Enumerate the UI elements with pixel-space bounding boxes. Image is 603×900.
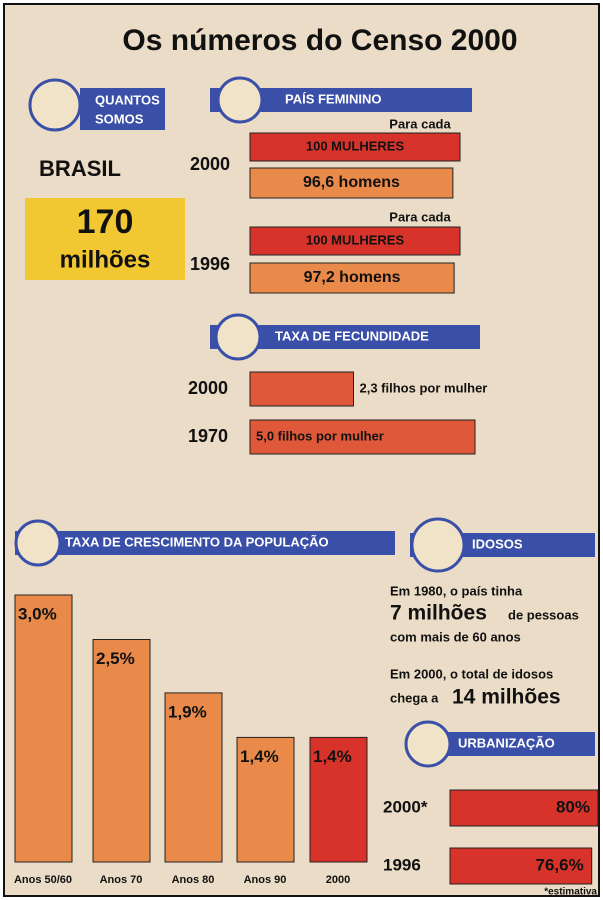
x-tick-label: Anos 70 xyxy=(100,874,143,886)
infographic: Os números do Censo 2000 QUANTOS SOMOS B… xyxy=(0,0,603,900)
text: chega a xyxy=(390,690,439,705)
bar-label: 80% xyxy=(556,797,590,816)
text: Em 1980, o país tinha xyxy=(390,583,523,598)
heading: QUANTOS xyxy=(95,92,160,107)
title: Os números do Censo 2000 xyxy=(122,24,517,57)
heading: PAÍS FEMININO xyxy=(285,91,382,106)
bar xyxy=(250,372,354,406)
bar-label: 2,3 filhos por mulher xyxy=(360,380,488,395)
icon xyxy=(16,521,60,565)
year: 1996 xyxy=(190,254,230,274)
text: Em 2000, o total de idosos xyxy=(390,666,553,681)
year: 1970 xyxy=(188,426,228,446)
country: BRASIL xyxy=(39,156,121,181)
text-big: 14 milhões xyxy=(452,686,561,709)
year: 2000 xyxy=(188,378,228,398)
icon xyxy=(406,722,450,766)
population-unit: milhões xyxy=(60,246,151,273)
bar xyxy=(15,595,72,862)
per-each: Para cada xyxy=(389,116,451,131)
bar-label: 5,0 filhos por mulher xyxy=(256,428,384,443)
bar-label: 96,6 homens xyxy=(303,174,400,191)
icon xyxy=(30,80,80,130)
value-label: 1,9% xyxy=(168,702,207,721)
icon xyxy=(216,315,260,359)
icon xyxy=(218,78,262,122)
heading: SOMOS xyxy=(95,111,144,126)
value-label: 3,0% xyxy=(18,604,57,623)
year: 2000* xyxy=(383,797,428,816)
bar-label: 100 MULHERES xyxy=(306,232,405,247)
x-tick-label: Anos 50/60 xyxy=(14,874,72,886)
heading: TAXA DE CRESCIMENTO DA POPULAÇÃO xyxy=(65,534,329,549)
value-label: 1,4% xyxy=(240,747,279,766)
x-tick-label: Anos 90 xyxy=(244,874,287,886)
value-label: 2,5% xyxy=(96,649,135,668)
bar xyxy=(93,640,150,863)
text: de pessoas xyxy=(508,607,579,622)
year: 1996 xyxy=(383,855,421,874)
x-tick-label: Anos 80 xyxy=(172,874,215,886)
text-big: 7 milhões xyxy=(390,602,487,625)
x-tick-label: 2000 xyxy=(326,874,350,886)
year: 2000 xyxy=(190,154,230,174)
bar-label: 76,6% xyxy=(536,855,584,874)
per-each: Para cada xyxy=(389,209,451,224)
bar-label: 97,2 homens xyxy=(304,269,401,286)
footnote: *estimativa xyxy=(544,887,597,898)
value-label: 1,4% xyxy=(313,747,352,766)
bar-label: 100 MULHERES xyxy=(306,138,405,153)
heading: TAXA DE FECUNDIDADE xyxy=(275,328,429,343)
heading: IDOSOS xyxy=(472,536,523,551)
population-number: 170 xyxy=(77,203,134,241)
page: Os números do Censo 2000 QUANTOS SOMOS B… xyxy=(0,0,603,900)
icon xyxy=(412,519,464,571)
heading: URBANIZAÇÃO xyxy=(458,735,555,750)
text: com mais de 60 anos xyxy=(390,629,521,644)
